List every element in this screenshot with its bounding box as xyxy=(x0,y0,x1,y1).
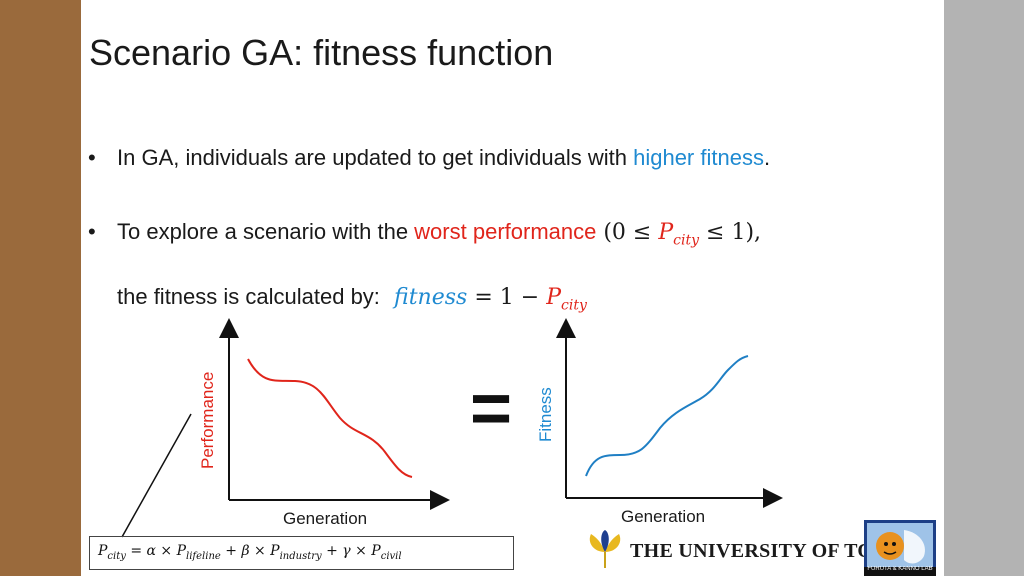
fitness-var: Pcity xyxy=(546,285,587,314)
fitness-mid: = 1 − xyxy=(467,285,547,310)
bullet1-end: . xyxy=(763,145,771,170)
bullet2-math-var: Pcity xyxy=(658,220,700,249)
bullet-higher-fitness: • In GA, individuals are updated to get i… xyxy=(88,145,770,171)
perf-y-label: Performance xyxy=(198,371,217,469)
fitness-x-label: Generation xyxy=(621,507,706,526)
bullet2-text: To explore a scenario with the xyxy=(117,219,415,244)
fitness-lhs: fitness xyxy=(394,285,468,310)
equals-sign: = xyxy=(470,369,513,449)
bullet1-highlight: higher fitness xyxy=(633,145,764,170)
left-decor-bar xyxy=(0,0,81,576)
bullet-marker: • xyxy=(88,219,96,244)
fitness-formula-line: the fitness is calculated by: fitness = … xyxy=(117,284,587,313)
lab-caption: FURUTA & KANNO LAB xyxy=(867,566,933,572)
ginkgo-logo-icon xyxy=(589,530,621,568)
performance-curve xyxy=(247,358,413,478)
bullet2-math-close: ≤ 1), xyxy=(699,220,762,245)
bullet2-highlight: worst performance xyxy=(414,219,597,244)
bullet2-math-open: (0 ≤ xyxy=(596,220,659,245)
university-name: THE UNIVERSITY OF TOKYO xyxy=(630,540,920,562)
bullet1-text: In GA, individuals are updated to get in… xyxy=(117,145,634,170)
fitness-curve xyxy=(585,355,749,477)
perf-x-label: Generation xyxy=(283,509,368,528)
lab-logo-icon xyxy=(864,520,936,576)
fitness-line-text: the fitness is calculated by: xyxy=(117,284,380,309)
right-decor-bar xyxy=(944,0,1024,576)
bullet-marker: • xyxy=(88,145,96,170)
performance-formula-box: Pcity = α × Plifeline + β × Pindustry + … xyxy=(89,536,514,570)
slide-title: Scenario GA: fitness function xyxy=(89,32,554,73)
bullet-worst-performance: • To explore a scenario with the worst pe… xyxy=(88,219,761,248)
fitness-y-label: Fitness xyxy=(536,387,555,442)
connector-line xyxy=(121,413,192,538)
